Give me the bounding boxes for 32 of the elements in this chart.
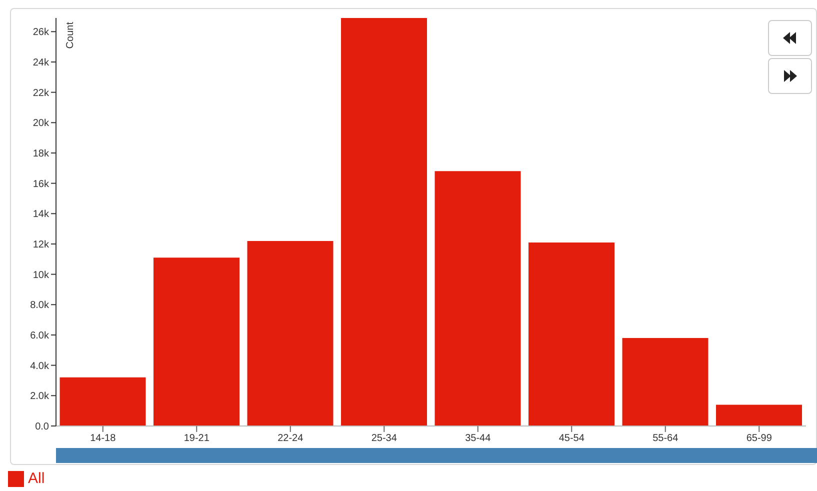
x-tick-label: 22-24 bbox=[278, 433, 304, 444]
bar bbox=[60, 377, 146, 426]
y-tick-label: 2.0k bbox=[30, 391, 50, 402]
y-tick-label: 10k bbox=[32, 270, 50, 281]
bar bbox=[528, 242, 614, 426]
y-tick-label: 6.0k bbox=[30, 330, 50, 342]
y-tick-label: 14k bbox=[32, 209, 50, 220]
y-tick-label: 18k bbox=[32, 148, 50, 160]
y-tick-label: 24k bbox=[32, 58, 50, 69]
y-tick-label: 16k bbox=[32, 178, 50, 190]
bar bbox=[247, 240, 334, 426]
y-tick-label: 22k bbox=[32, 88, 50, 99]
bar bbox=[716, 404, 802, 426]
x-tick-label: 14-18 bbox=[90, 433, 116, 444]
bar bbox=[341, 18, 427, 426]
x-tick-label: 25-34 bbox=[371, 433, 398, 444]
x-tick-label: 55-64 bbox=[652, 433, 679, 444]
legend-label: All bbox=[28, 470, 45, 487]
x-tick-label: 65-99 bbox=[746, 433, 772, 444]
y-tick-label: 8.0k bbox=[30, 300, 50, 312]
y-tick-label: 20k bbox=[32, 118, 50, 130]
bar bbox=[154, 258, 240, 426]
x-tick-label: 45-54 bbox=[558, 433, 585, 444]
y-axis-title: Count bbox=[65, 22, 76, 49]
y-tick-label: 0.0 bbox=[35, 422, 50, 433]
y-tick-label: 4.0k bbox=[30, 360, 50, 372]
y-tick-label: 26k bbox=[32, 27, 50, 38]
x-tick-label: 35-44 bbox=[465, 433, 492, 444]
bar bbox=[622, 338, 708, 426]
bar bbox=[434, 171, 521, 426]
x-tick-label: 19-21 bbox=[184, 433, 210, 444]
y-tick-label: 12k bbox=[32, 240, 50, 251]
